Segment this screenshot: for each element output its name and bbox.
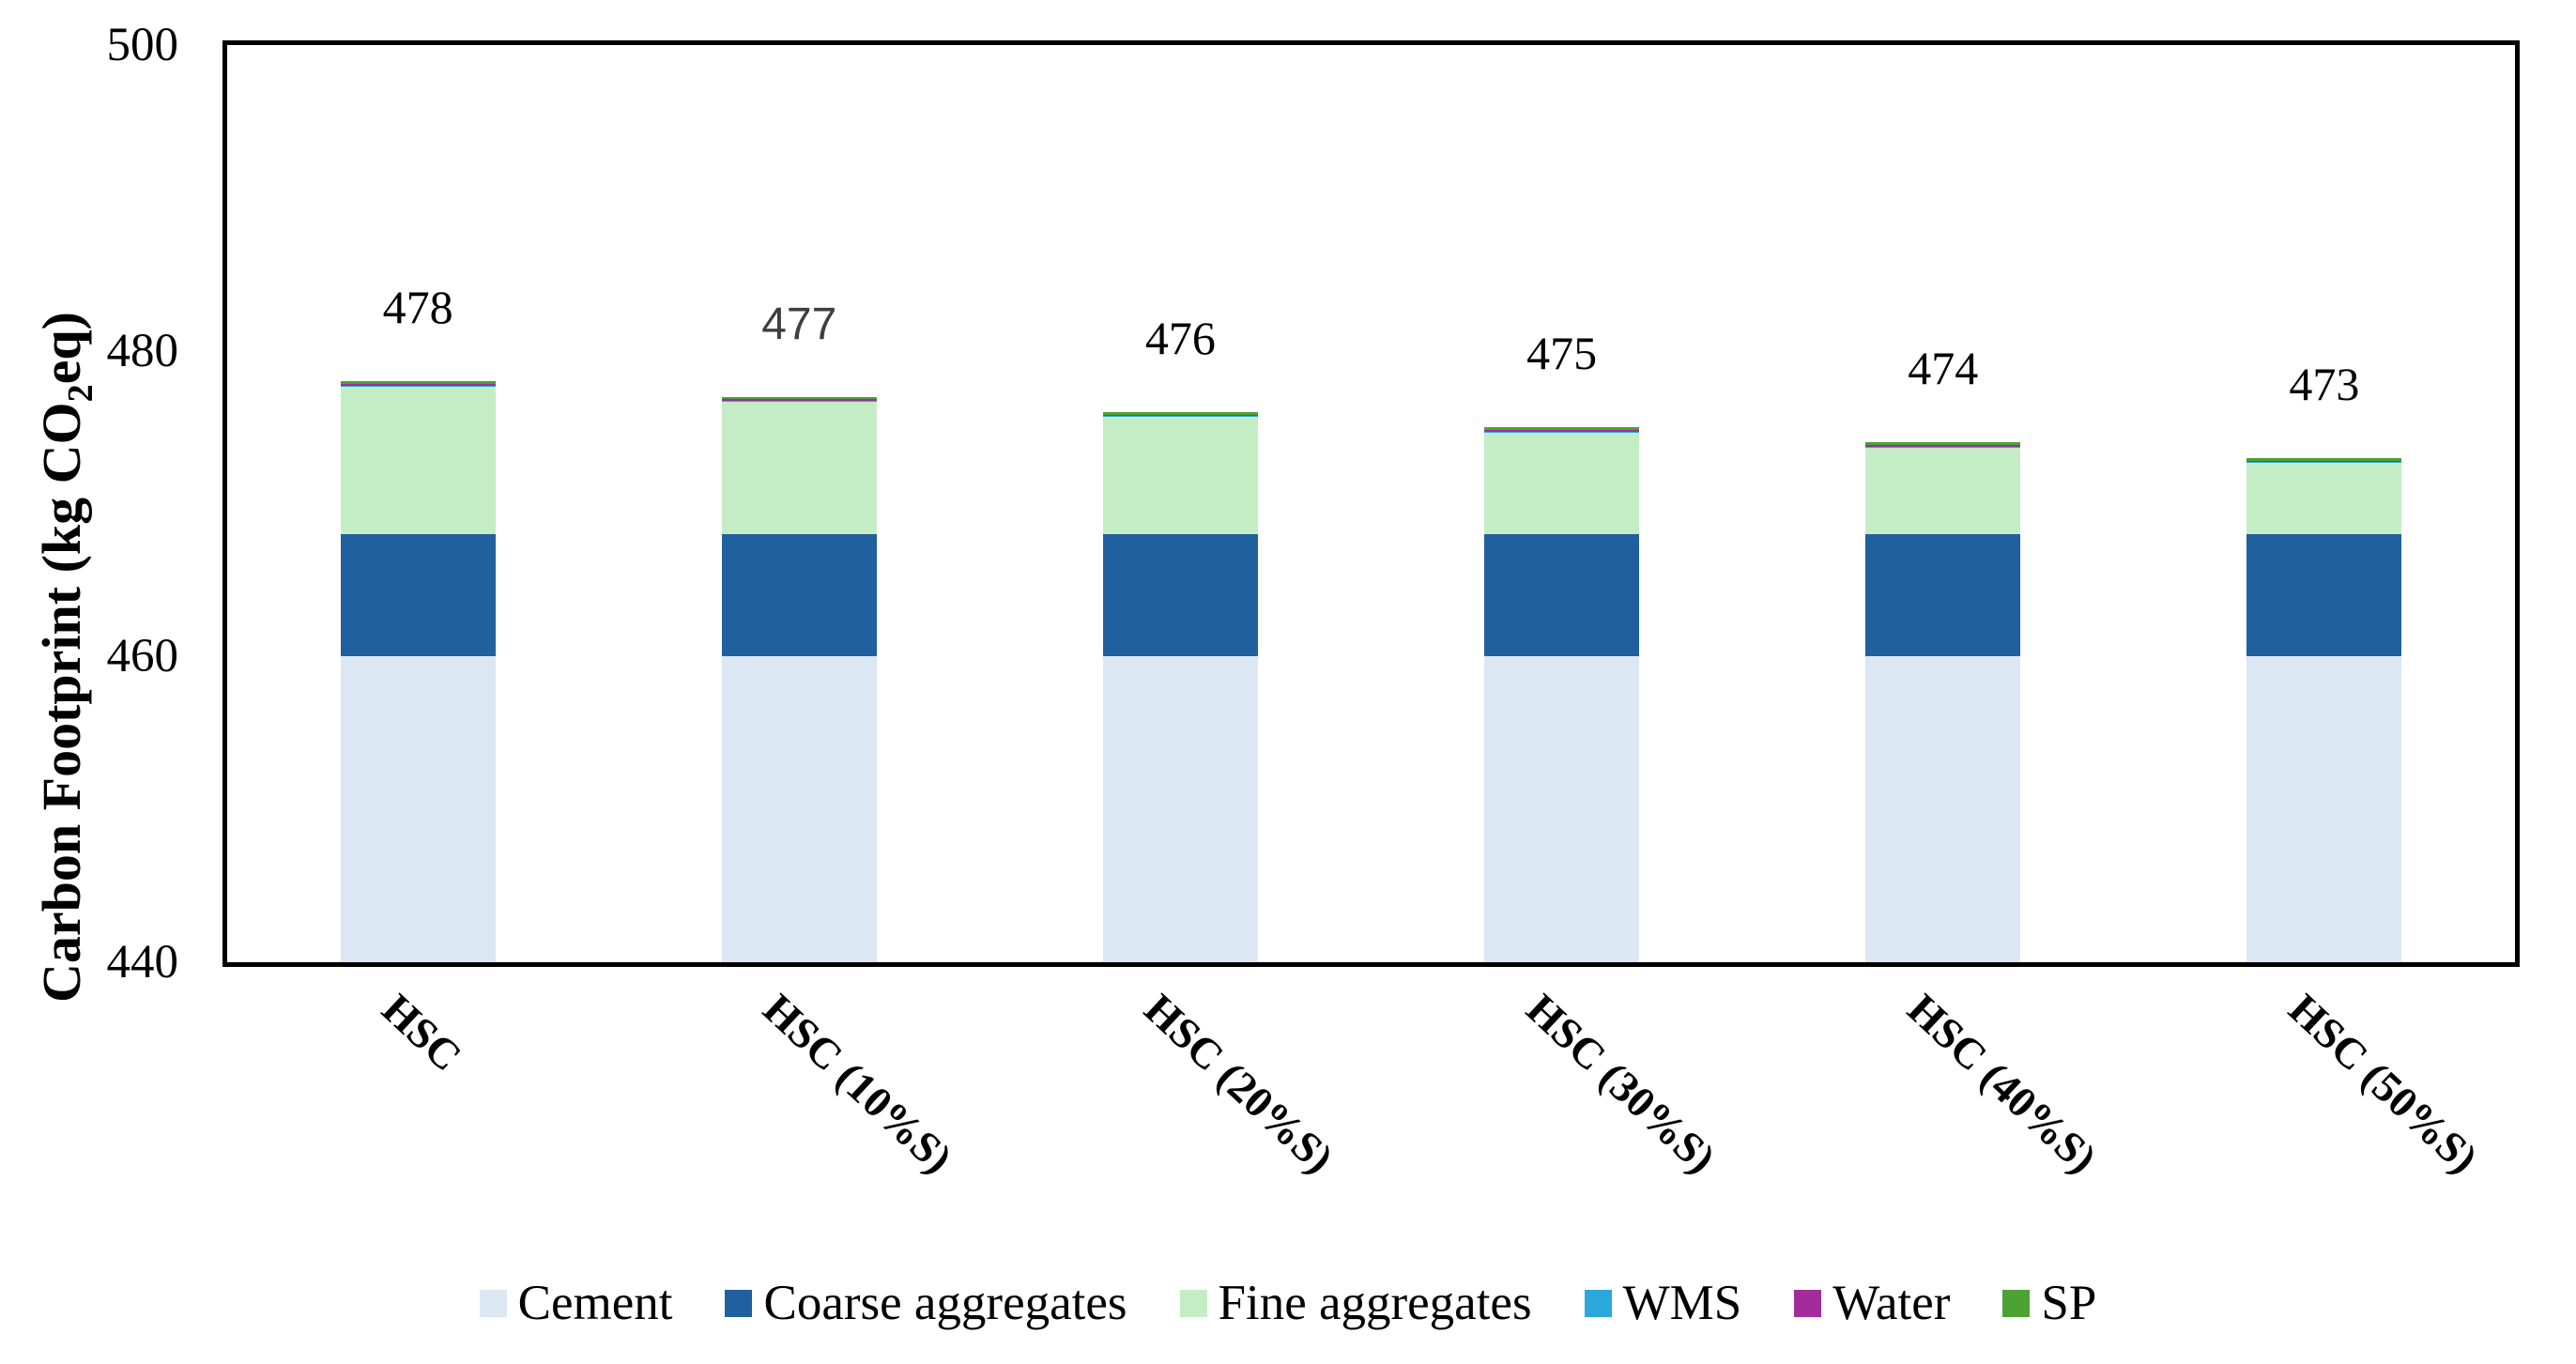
bar-segment-sp-hsc-50-s	[2246, 457, 2402, 461]
bar-segment-fine-aggregates-hsc-30-s	[1484, 432, 1640, 535]
bar-segment-sp-hsc-40-s	[1865, 442, 2021, 446]
legend-label-water: Water	[1832, 1276, 1951, 1330]
legend-swatch-wms	[1584, 1289, 1612, 1317]
bar-segment-coarse-aggregates-hsc-40-s	[1865, 534, 2021, 657]
bar-segment-water-hsc	[340, 384, 496, 386]
y-tick-label-440: 440	[106, 936, 179, 989]
legend-label-cement: Cement	[517, 1276, 673, 1330]
bar-segment-wms-hsc-30-s	[1484, 431, 1640, 433]
bar-segment-wms-hsc-20-s	[1102, 416, 1258, 418]
bar-segment-cement-hsc-20-s	[1102, 656, 1258, 962]
bar-segment-water-hsc-30-s	[1484, 430, 1640, 432]
bar-segment-wms-hsc	[340, 385, 496, 387]
bar-segment-cement-hsc-10-s	[721, 656, 877, 962]
legend-item-water: Water	[1794, 1275, 1950, 1331]
legend-item-sp: SP	[2002, 1275, 2096, 1331]
bar-value-label-hsc-50-s: 473	[2289, 357, 2360, 410]
legend-swatch-sp	[2002, 1289, 2031, 1317]
bar-segment-water-hsc-10-s	[721, 399, 877, 402]
y-tick-label-500: 500	[106, 19, 179, 71]
bar-segment-sp-hsc-10-s	[721, 396, 877, 400]
bar-segment-cement-hsc-40-s	[1865, 656, 2021, 962]
bar-segment-fine-aggregates-hsc-20-s	[1102, 417, 1258, 535]
bar-segment-coarse-aggregates-hsc	[340, 534, 496, 657]
legend-label-wms: WMS	[1622, 1276, 1742, 1330]
y-tick-label-480: 480	[106, 324, 179, 377]
bar-segment-wms-hsc-50-s	[2246, 462, 2402, 464]
bar-segment-sp-hsc-20-s	[1102, 411, 1258, 415]
x-axis-label-hsc-10-s: HSC (10%S)	[754, 984, 962, 1183]
bar-segment-cement-hsc-50-s	[2246, 656, 2402, 962]
legend-swatch-cement	[479, 1289, 507, 1317]
legend-item-cement: Cement	[479, 1275, 673, 1331]
x-axis-label-hsc-20-s: HSC (20%S)	[1135, 984, 1343, 1183]
legend-item-fine-aggregates: Fine aggregates	[1179, 1275, 1532, 1331]
bar-segment-water-hsc-50-s	[2246, 460, 2402, 463]
legend-label-coarse-aggregates: Coarse aggregates	[763, 1276, 1127, 1330]
bar-segment-fine-aggregates-hsc-50-s	[2246, 463, 2402, 535]
bar-segment-water-hsc-20-s	[1102, 414, 1258, 417]
x-axis-label-hsc-50-s: HSC (50%S)	[2279, 984, 2488, 1183]
bar-segment-cement-hsc-30-s	[1484, 656, 1640, 962]
x-axis-label-hsc: HSC	[373, 984, 471, 1080]
legend-item-coarse-aggregates: Coarse aggregates	[725, 1275, 1127, 1331]
bar-segment-water-hsc-40-s	[1865, 445, 2021, 447]
y-tick-label-460: 460	[106, 630, 179, 683]
bar-segment-sp-hsc-30-s	[1484, 427, 1640, 431]
bar-segment-fine-aggregates-hsc-40-s	[1865, 447, 2021, 535]
bar-value-label-hsc-40-s: 474	[1908, 342, 1979, 395]
legend-swatch-water	[1794, 1289, 1822, 1317]
bar-value-label-hsc-30-s: 475	[1526, 327, 1598, 380]
bar-segment-wms-hsc-40-s	[1865, 446, 2021, 448]
x-axis-label-hsc-30-s: HSC (30%S)	[1517, 984, 1725, 1183]
bar-segment-sp-hsc	[340, 381, 496, 385]
bar-value-label-hsc-10-s: 477	[761, 299, 837, 349]
y-axis-title-text: Carbon Footprint (kg CO	[31, 402, 93, 1003]
legend-label-sp: SP	[2041, 1276, 2097, 1330]
bar-segment-cement-hsc	[340, 656, 496, 962]
y-axis-title-subscript: 2	[60, 384, 100, 403]
bar-segment-fine-aggregates-hsc	[340, 386, 496, 535]
x-axis-label-hsc-40-s: HSC (40%S)	[1898, 984, 2107, 1183]
bar-segment-wms-hsc-10-s	[721, 401, 877, 402]
legend-swatch-coarse-aggregates	[725, 1289, 753, 1317]
bar-value-label-hsc-20-s: 476	[1144, 311, 1216, 364]
bar-segment-coarse-aggregates-hsc-50-s	[2246, 534, 2402, 657]
bar-segment-coarse-aggregates-hsc-10-s	[721, 534, 877, 657]
plot-area: 478 477 476 475 474 473	[222, 40, 2520, 967]
legend-swatch-fine-aggregates	[1179, 1289, 1207, 1317]
bar-segment-fine-aggregates-hsc-10-s	[721, 401, 877, 535]
legend: Cement Coarse aggregates Fine aggregates WM…	[0, 1275, 2576, 1331]
bar-segment-coarse-aggregates-hsc-30-s	[1484, 534, 1640, 657]
bar-segment-coarse-aggregates-hsc-20-s	[1102, 534, 1258, 657]
bar-value-label-hsc: 478	[382, 281, 453, 334]
legend-item-wms: WMS	[1584, 1275, 1742, 1331]
legend-label-fine-aggregates: Fine aggregates	[1218, 1276, 1532, 1330]
